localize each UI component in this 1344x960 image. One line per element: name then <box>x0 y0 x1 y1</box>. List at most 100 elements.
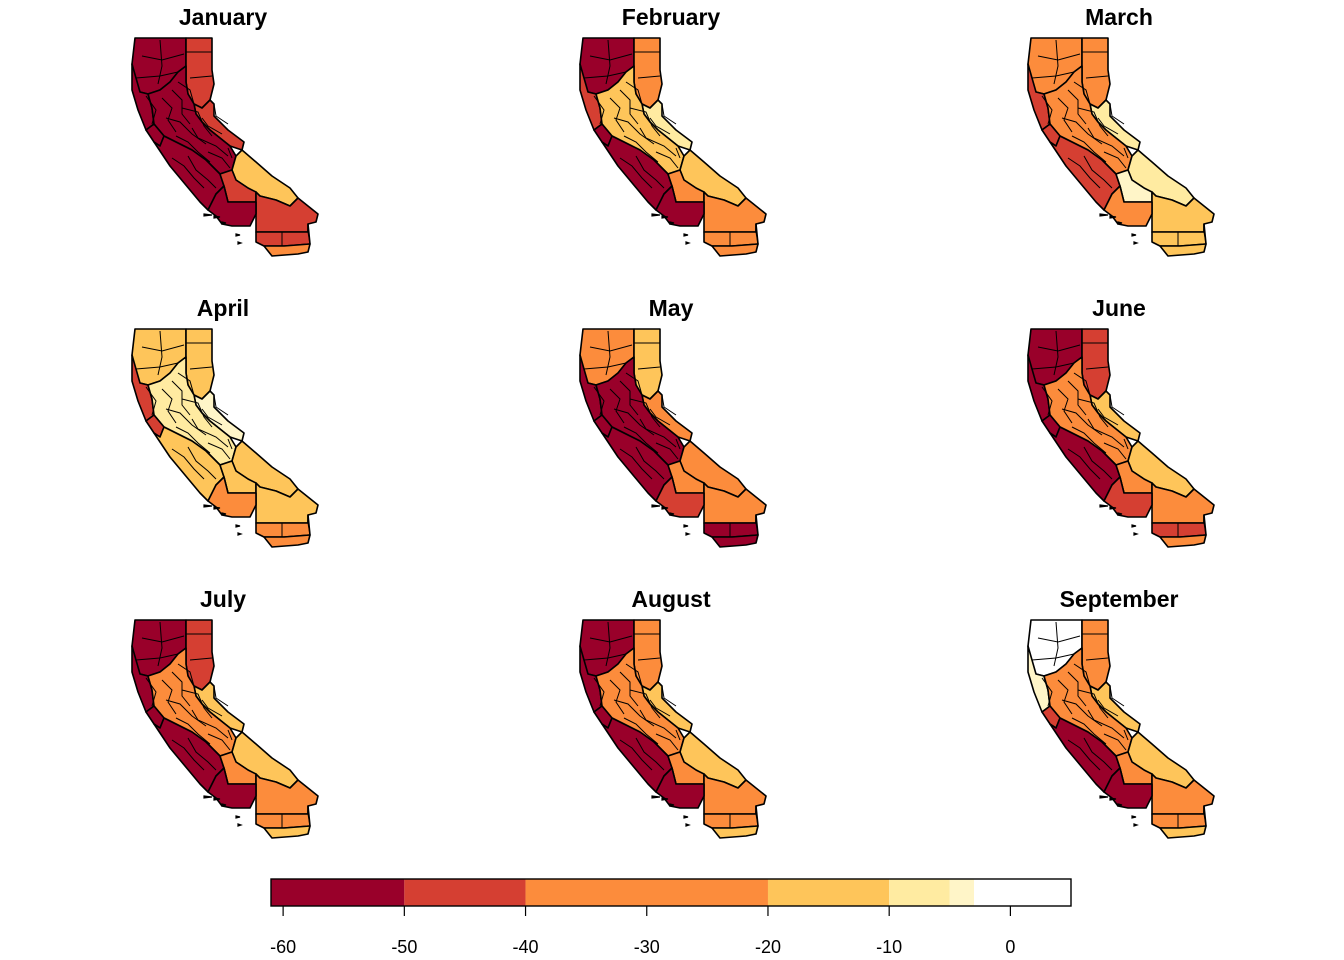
legend-swatch <box>404 879 526 906</box>
county-border <box>755 231 759 245</box>
county-border <box>605 39 611 85</box>
county-border <box>613 699 655 727</box>
map-panel-february: February <box>579 4 767 257</box>
region-sd <box>263 825 311 839</box>
county-border <box>1109 685 1125 707</box>
legend-swatch <box>974 879 1071 906</box>
county-border <box>213 394 229 416</box>
county-border <box>1031 653 1075 661</box>
county-border <box>1077 689 1109 719</box>
island <box>1133 532 1139 536</box>
county-border <box>1037 635 1081 643</box>
region-south <box>1151 191 1215 233</box>
county-border <box>227 729 233 741</box>
county-border <box>145 677 157 707</box>
county-border <box>181 689 213 719</box>
island <box>651 213 661 217</box>
county-border <box>1041 677 1053 707</box>
county-border <box>1087 127 1125 157</box>
county-border <box>187 155 217 189</box>
legend-frame <box>270 878 1072 907</box>
region-south <box>1151 773 1215 815</box>
county-border <box>171 739 205 771</box>
county-border <box>307 231 311 245</box>
island <box>213 215 221 219</box>
county-border <box>181 398 213 428</box>
county-border <box>181 107 213 137</box>
county-border <box>619 448 653 480</box>
county-border <box>141 635 185 643</box>
county-border <box>639 127 677 157</box>
county-border <box>1085 657 1109 661</box>
county-border <box>635 155 665 189</box>
county-border <box>187 446 217 480</box>
island <box>669 803 675 807</box>
county-border <box>171 671 191 707</box>
island <box>685 532 691 536</box>
county-border <box>1087 709 1125 739</box>
panel-title: January <box>179 4 267 30</box>
county-border <box>619 157 653 189</box>
region-sd <box>711 825 759 839</box>
county-border <box>1071 426 1107 454</box>
california-map <box>131 619 319 839</box>
region-south <box>255 773 319 815</box>
county-border <box>661 394 677 416</box>
island <box>669 221 675 225</box>
county-border <box>135 653 179 661</box>
region-south <box>703 482 767 524</box>
map-panel-august: August <box>579 586 767 839</box>
county-border <box>1067 739 1101 771</box>
county-border <box>675 729 681 741</box>
island <box>661 797 669 801</box>
county-border <box>1041 95 1053 125</box>
county-border <box>1077 107 1109 137</box>
california-map <box>579 328 767 548</box>
region-south <box>1151 482 1215 524</box>
county-border <box>589 53 633 61</box>
county-border <box>635 446 665 480</box>
island <box>221 803 227 807</box>
county-border <box>171 448 205 480</box>
county-border <box>1067 448 1101 480</box>
island <box>1133 823 1139 827</box>
legend-swatch <box>767 879 890 906</box>
island <box>221 221 227 225</box>
county-border <box>1083 737 1113 771</box>
county-border <box>175 426 211 454</box>
county-border <box>177 663 195 687</box>
county-border <box>1061 699 1103 727</box>
region-sd <box>263 243 311 257</box>
county-border <box>609 679 625 715</box>
island <box>213 797 221 801</box>
california-map <box>1027 619 1215 839</box>
county-border <box>1053 39 1059 85</box>
region-kern <box>655 185 705 227</box>
county-border <box>661 685 677 707</box>
region-south <box>255 191 319 233</box>
county-border <box>655 442 679 460</box>
county-border <box>609 388 625 424</box>
county-border <box>583 653 627 661</box>
county-border <box>227 147 233 159</box>
county-border <box>1061 408 1103 436</box>
county-border <box>637 366 661 370</box>
county-border <box>1057 388 1073 424</box>
county-border <box>161 388 177 424</box>
county-border <box>177 372 195 396</box>
county-border <box>639 418 677 448</box>
county-border <box>1123 438 1129 450</box>
county-border <box>161 679 177 715</box>
county-border <box>145 386 157 416</box>
county-border <box>189 75 213 79</box>
county-border <box>135 71 179 79</box>
county-border <box>589 635 633 643</box>
county-border <box>637 657 661 661</box>
island <box>213 506 221 510</box>
county-border <box>593 386 605 416</box>
county-border <box>1071 135 1107 163</box>
county-border <box>187 737 217 771</box>
region-kern <box>1103 476 1153 518</box>
panel-title: September <box>1060 586 1179 612</box>
county-border <box>639 709 677 739</box>
